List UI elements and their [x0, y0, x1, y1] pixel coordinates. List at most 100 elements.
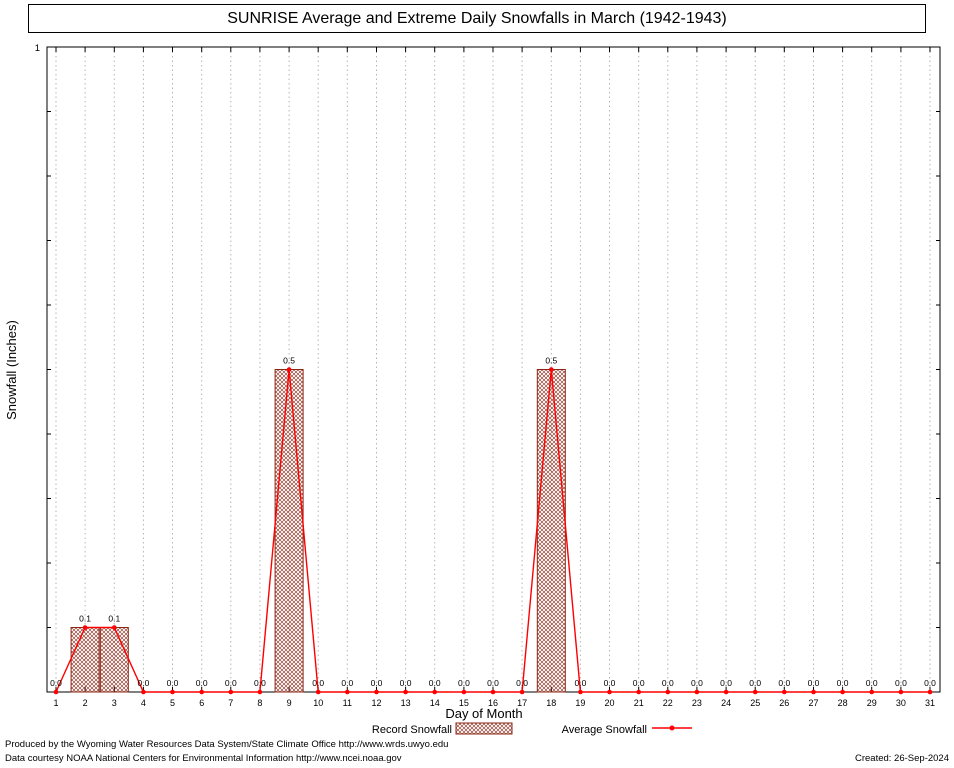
point-value-label: 0.0: [924, 678, 936, 688]
average-snowfall-marker: [170, 689, 175, 695]
average-snowfall-marker: [53, 689, 59, 695]
footer: Produced by the Wyoming Water Resources …: [5, 739, 949, 764]
x-tick-label: 11: [343, 698, 352, 708]
point-value-label: 0.0: [312, 678, 324, 688]
average-snowfall-marker: [811, 689, 816, 695]
x-tick-label: 12: [371, 698, 381, 708]
average-snowfall-marker: [374, 689, 379, 695]
point-value-label: 0.0: [400, 678, 412, 688]
average-snowfall-marker: [82, 625, 88, 630]
y-tick-label: 1: [35, 43, 40, 54]
average-snowfall-marker: [549, 367, 554, 372]
footer-produced-by: Produced by the Wyoming Water Resources …: [5, 739, 449, 750]
x-tick-label: 28: [838, 698, 848, 708]
chart-title: SUNRISE Average and Extreme Daily Snowfa…: [227, 9, 727, 27]
plot-area: 1 2 3 4 5 6 7 8 9 10 11 12 13 14 15 16 17 18 19 20 21 22 23 24 2…: [35, 43, 941, 708]
point-value-label: 0.5: [283, 356, 295, 366]
x-tick-label: 14: [430, 698, 440, 708]
y-axis-title: Snowfall (Inches): [4, 320, 19, 420]
x-tick-label: 31: [925, 698, 935, 708]
legend: Record Snowfall Average Snowfall: [372, 722, 692, 736]
x-tick-label: 5: [170, 698, 175, 708]
footer-created: Created: 26-Sep-2024: [854, 753, 949, 764]
point-value-label: 0.0: [633, 678, 645, 688]
x-tick-label: 6: [199, 698, 204, 708]
point-value-label: 0.0: [749, 678, 761, 688]
average-snowfall-marker: [257, 689, 263, 695]
average-snowfall-marker: [432, 689, 438, 695]
point-value-label: 0.1: [79, 614, 91, 624]
legend-average-label: Average Snowfall: [562, 724, 647, 736]
point-value-label: 0.0: [691, 678, 703, 688]
x-tick-label: 1: [53, 698, 58, 708]
average-snowfall-marker: [665, 689, 671, 695]
point-value-label: 0.0: [225, 678, 237, 688]
x-tick-label: 15: [459, 698, 469, 708]
x-tick-label: 30: [896, 698, 906, 708]
x-tick-label: 8: [257, 698, 262, 708]
point-value-label: 0.0: [837, 678, 849, 688]
x-tick-label: 24: [721, 698, 731, 708]
point-value-label: 0.0: [516, 678, 528, 688]
point-value-label: 0.0: [429, 678, 441, 688]
point-value-label: 0.0: [662, 678, 674, 688]
point-value-label: 0.5: [545, 356, 557, 366]
average-snowfall-marker: [869, 689, 874, 695]
record-snowfall-bar: [536, 369, 566, 693]
x-tick-label: 9: [287, 698, 292, 708]
point-value-label: 0.0: [866, 678, 878, 688]
average-snowfall-marker: [345, 689, 350, 695]
point-value-label: 0.0: [371, 678, 383, 688]
point-value-label: 0.0: [196, 678, 208, 688]
x-tick-label: 16: [488, 698, 498, 708]
average-snowfall-marker: [519, 689, 525, 695]
x-tick-label: 2: [83, 698, 88, 708]
x-tick-label: 3: [112, 698, 117, 708]
point-value-label: 0.0: [137, 678, 149, 688]
average-snowfall-marker: [461, 689, 467, 695]
record-snowfall-bar: [70, 627, 100, 693]
point-value-label: 0.0: [720, 678, 732, 688]
point-value-label: 0.1: [108, 614, 120, 624]
average-snowfall-marker: [286, 367, 292, 372]
x-tick-label: 18: [546, 698, 556, 708]
x-tick-label: 22: [663, 698, 673, 708]
x-tick-label: 25: [750, 698, 760, 708]
average-snowfall-marker: [199, 689, 204, 695]
average-snowfall-marker: [228, 689, 234, 695]
point-value-label: 0.0: [487, 678, 499, 688]
x-tick-label: 19: [575, 698, 585, 708]
x-tick-label: 10: [313, 698, 323, 708]
x-axis-title: Day of Month: [445, 706, 522, 721]
record-snowfall-bar: [99, 627, 129, 693]
average-snowfall-marker: [141, 689, 146, 695]
chart-title-box: SUNRISE Average and Extreme Daily Snowfa…: [28, 4, 926, 33]
record-snowfall-bar: [274, 369, 304, 693]
point-value-label: 0.0: [778, 678, 790, 688]
x-tick-label: 23: [692, 698, 702, 708]
point-value-label: 0.0: [574, 678, 586, 688]
point-value-label: 0.0: [254, 678, 266, 688]
point-value-label: 0.0: [167, 678, 179, 688]
plot-border: [46, 46, 941, 693]
average-snowfall-marker: [490, 689, 496, 695]
average-snowfall-marker: [607, 689, 612, 695]
average-snowfall-marker: [782, 689, 787, 695]
point-value-label: 0.0: [895, 678, 907, 688]
x-tick-label: 17: [517, 698, 527, 708]
x-tick-label: 29: [867, 698, 877, 708]
x-tick-label: 20: [604, 698, 614, 708]
average-snowfall-marker: [840, 689, 845, 695]
average-snowfall-line: [55, 369, 930, 693]
legend-record-label: Record Snowfall: [372, 724, 452, 736]
average-snowfall-marker: [927, 689, 933, 695]
average-snowfall-marker: [636, 689, 641, 695]
x-tick-label: 13: [401, 698, 411, 708]
x-tick-label: 27: [808, 698, 818, 708]
average-snowfall-marker: [898, 689, 904, 695]
average-snowfall-marker: [694, 689, 700, 695]
average-snowfall-marker: [752, 689, 758, 695]
x-tick-label: 7: [228, 698, 233, 708]
